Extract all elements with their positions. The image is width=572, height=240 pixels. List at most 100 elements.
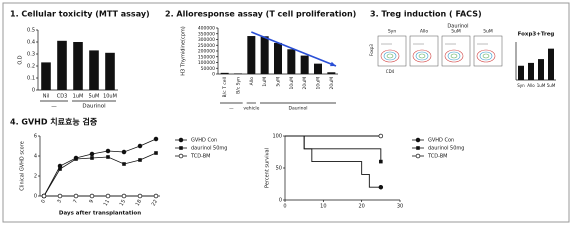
panel-title: 2. Alloresponse assay (T cell proliferat… [165, 10, 356, 19]
y-tick-label: 4 [34, 154, 37, 160]
x-tick-label: 0 [40, 199, 47, 205]
x-tick-label: 0 [283, 204, 286, 210]
y-tick-label: 0.3 [27, 52, 35, 58]
facs-label: Allo [420, 29, 429, 35]
facs-group: Daurinol [447, 24, 468, 30]
group-label: — [51, 104, 57, 110]
data-point [137, 143, 143, 149]
y-tick-label: 350000 [198, 31, 215, 37]
panel-title: 3. Treg induction ( FACS) [370, 10, 482, 19]
data-point [41, 193, 47, 199]
x-axis-label: Days after transplantation [59, 211, 141, 217]
bar [287, 49, 296, 74]
y-tick-label: 2 [34, 174, 37, 180]
data-point [138, 158, 142, 162]
facs-plot [473, 35, 503, 67]
y-tick-label: 0 [279, 198, 282, 204]
x-tick-label: 9 [88, 199, 95, 205]
x-tick-label: 18 [135, 199, 143, 208]
y-tick-label: 250000 [198, 43, 215, 49]
bar [234, 73, 242, 74]
data-point [89, 193, 95, 199]
bar [247, 36, 256, 74]
y-tick-label: 100 [272, 134, 282, 140]
facs-density [383, 51, 397, 61]
bar [274, 42, 282, 74]
facs-density [476, 49, 496, 63]
data-point [121, 149, 127, 155]
legend-marker [415, 153, 421, 159]
legend-marker [178, 153, 184, 159]
end-point [379, 159, 383, 164]
facs-density [418, 53, 426, 59]
facs-density [444, 49, 464, 63]
x-tick-label: 10uM [316, 77, 322, 90]
data-point [74, 157, 78, 161]
data-point [153, 136, 159, 142]
data-point [57, 193, 63, 199]
bar [327, 72, 336, 74]
y-axis-label: O.D [18, 55, 24, 64]
group-label: Daurinol [288, 106, 307, 112]
survival-line [285, 135, 382, 162]
bar [220, 72, 229, 74]
bar [528, 62, 534, 80]
bar [105, 52, 115, 90]
frame [2, 2, 570, 223]
bar [300, 55, 309, 74]
survival-line [285, 135, 381, 188]
x-tick-label: CD3 [57, 94, 68, 100]
facs-density [482, 53, 490, 59]
y-tick-label: 6 [34, 134, 37, 140]
facs-density [450, 53, 458, 59]
legend-label: TCD-BM [427, 154, 447, 160]
legend-label: TCD-BM [190, 154, 210, 160]
data-point [121, 193, 127, 199]
x-tick-label: 7 [72, 199, 79, 205]
y-tick-label: 0 [212, 72, 215, 78]
facs-y-label: Foxp3 [369, 44, 374, 56]
group-label: — [229, 107, 234, 112]
bar [538, 59, 544, 80]
group-label: Daurinol [82, 104, 106, 110]
facs-plot [377, 35, 407, 67]
facs-density [380, 49, 400, 63]
end-point [378, 184, 384, 190]
bar [57, 40, 67, 90]
y-tick-label: 0.4 [27, 40, 35, 46]
y-tick-label: 0.1 [27, 76, 35, 82]
x-tick-label: 10uM [289, 77, 295, 90]
x-tick-label: 3 [56, 199, 63, 205]
facs-x-label: CD4 [386, 69, 395, 74]
y-tick-label: 0 [32, 88, 35, 94]
y-axis-label: Percent survival [265, 148, 271, 188]
data-point [105, 148, 111, 154]
bar [518, 65, 524, 80]
legend-marker [415, 137, 421, 143]
y-tick-label: 0.5 [27, 28, 35, 34]
y-tick-label: 0 [34, 194, 37, 200]
data-point [122, 162, 126, 166]
panel-title: 4. GVHD 치료효능 검증 [10, 117, 98, 127]
x-tick-label: B/c T cell [222, 77, 228, 97]
x-tick-label: 1uM [537, 83, 546, 88]
y-tick-label: 50 [276, 166, 282, 172]
series-line [43, 138, 157, 197]
facs-density [479, 51, 493, 61]
group-label: vehicle [243, 106, 259, 112]
data-point [137, 193, 143, 199]
y-tick-label: 300000 [198, 37, 215, 43]
data-point [89, 151, 95, 157]
x-tick-label: 5uM [547, 83, 556, 88]
x-tick-label: 10uM [103, 94, 117, 100]
x-tick-label: 10 [320, 204, 326, 210]
facs-plot [409, 35, 439, 67]
facs-label: 5uM [483, 29, 493, 35]
x-tick-label: 11 [103, 199, 111, 208]
x-tick-label: 20uM [302, 77, 308, 90]
facs-density [447, 51, 461, 61]
bar [41, 62, 51, 90]
legend-label: GVHD Con [428, 138, 454, 144]
y-tick-label: 150000 [198, 54, 215, 60]
x-tick-label: 22 [151, 199, 159, 208]
